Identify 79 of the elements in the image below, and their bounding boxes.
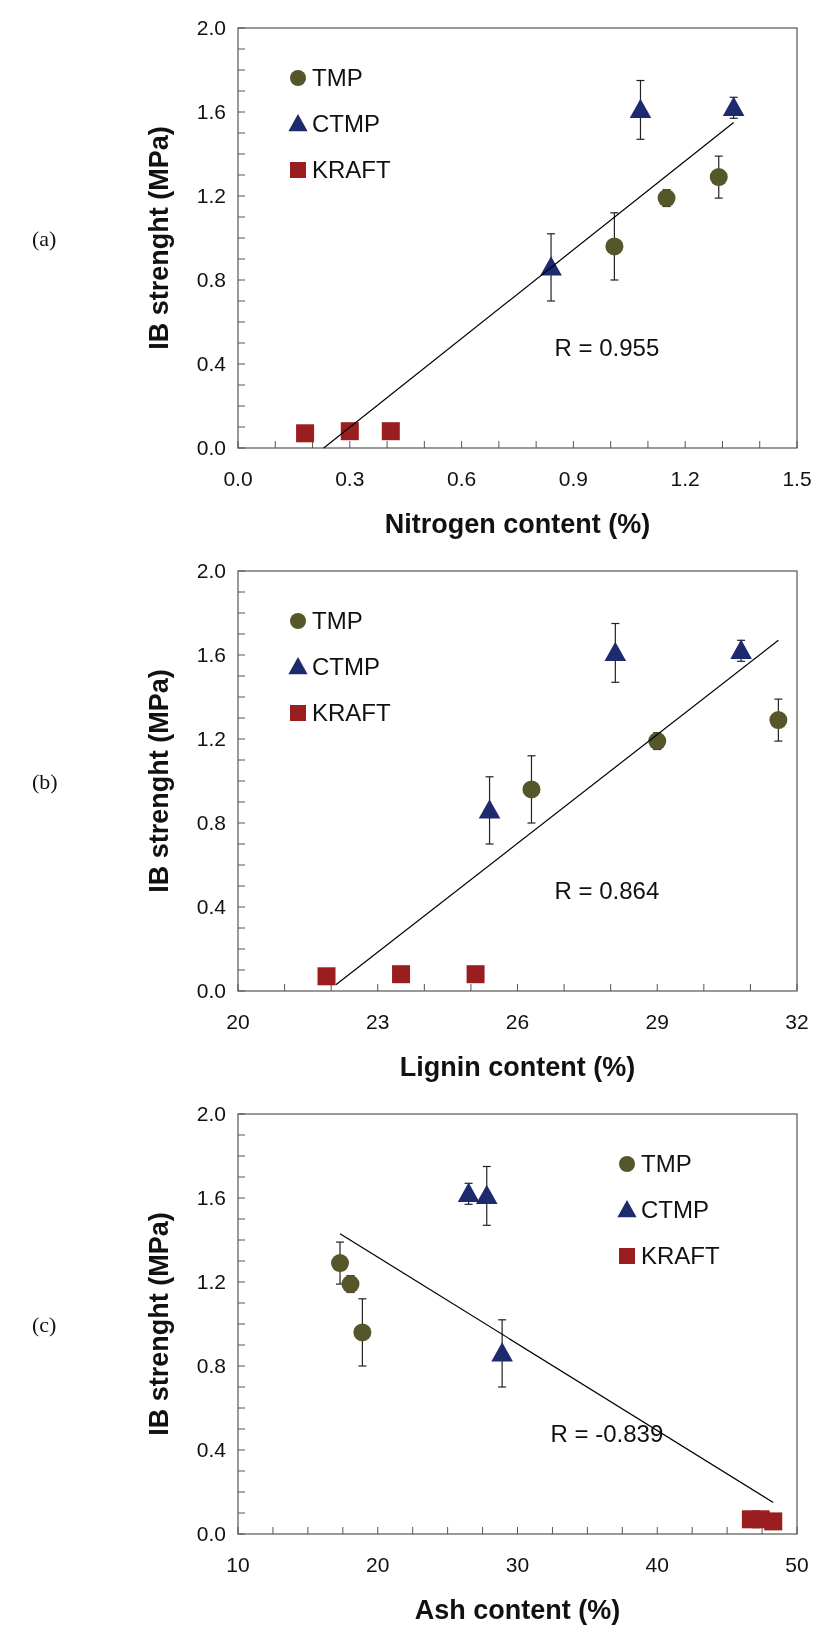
y-axis-title: IB strenght (MPa): [144, 1212, 174, 1436]
x-tick-label: 0.3: [335, 467, 365, 490]
legend-label: CTMP: [641, 1196, 709, 1224]
point: [392, 965, 411, 984]
y-tick-label: 1.6: [196, 1186, 226, 1210]
point: [604, 641, 627, 661]
y-tick-label: 1.2: [196, 1270, 226, 1294]
y-tick-label: 0.0: [196, 436, 226, 460]
x-tick-label: 0.6: [447, 467, 477, 490]
annotation: R = 0.955: [554, 333, 660, 361]
point: [341, 1275, 360, 1294]
x-tick-label: 20: [366, 1553, 390, 1576]
x-axis-title: Nitrogen content (%): [384, 509, 651, 539]
point: [730, 639, 752, 659]
y-tick-label: 0.0: [196, 979, 226, 1003]
point: [353, 1323, 372, 1342]
y-tick-label: 2.0: [196, 559, 226, 583]
x-tick-label: 40: [645, 1553, 669, 1576]
y-tick-label: 0.4: [196, 1438, 227, 1462]
x-tick-label: 10: [226, 1553, 250, 1576]
y-tick-label: 0.0: [196, 1522, 226, 1546]
y-tick-label: 1.6: [196, 643, 226, 667]
point: [629, 98, 652, 118]
point: [331, 1254, 350, 1273]
point: [769, 711, 788, 730]
point: [491, 1342, 513, 1362]
legend-label: TMP: [312, 607, 363, 635]
y-tick-label: 1.2: [196, 727, 226, 751]
x-tick-label: 26: [505, 1010, 530, 1033]
point: [722, 96, 745, 116]
point: [657, 189, 676, 208]
y-axis-title: IB strenght (MPa): [144, 126, 174, 350]
text: (a): [32, 225, 57, 251]
y-tick-label: 0.8: [196, 268, 226, 292]
point: [522, 780, 541, 799]
x-tick-label: 1.2: [670, 467, 700, 490]
annotation: R = 0.864: [554, 876, 660, 904]
x-axis-title: Ash content (%): [414, 1595, 621, 1625]
legend-label: CTMP: [312, 110, 380, 138]
legend-label: TMP: [312, 64, 363, 92]
point: [466, 965, 485, 984]
x-tick-label: 32: [785, 1010, 809, 1033]
point: [296, 424, 315, 443]
y-tick-label: 0.8: [196, 811, 226, 835]
y-tick-label: 1.6: [196, 100, 226, 124]
point: [457, 1182, 480, 1202]
point: [764, 1512, 783, 1531]
y-tick-label: 2.0: [196, 1102, 226, 1126]
point: [709, 168, 728, 187]
y-tick-label: 0.4: [196, 352, 227, 376]
y-tick-label: 1.2: [196, 184, 226, 208]
legend-label: TMP: [641, 1150, 692, 1178]
annotation: R = -0.839: [550, 1419, 664, 1447]
legend-label: KRAFT: [312, 699, 392, 727]
text: (b): [32, 768, 58, 794]
x-tick-label: 50: [785, 1553, 809, 1576]
point: [475, 1184, 498, 1204]
x-axis-title: Lignin content (%): [399, 1052, 636, 1082]
y-tick-label: 2.0: [196, 16, 226, 40]
point: [317, 967, 336, 986]
x-tick-label: 29: [645, 1010, 669, 1033]
text: (c): [32, 1311, 57, 1337]
x-tick-label: 0.9: [558, 467, 588, 490]
legend-label: KRAFT: [312, 156, 392, 184]
point: [381, 422, 400, 441]
x-tick-label: 0.0: [223, 467, 253, 490]
legend-label: CTMP: [312, 653, 380, 681]
y-tick-label: 0.4: [196, 895, 227, 919]
legend-label: KRAFT: [641, 1242, 721, 1270]
x-tick-label: 20: [226, 1010, 250, 1033]
point: [340, 422, 359, 441]
point: [605, 237, 624, 256]
point: [648, 732, 667, 751]
y-axis-title: IB strenght (MPa): [144, 669, 174, 893]
point: [478, 799, 501, 819]
y-tick-label: 0.8: [196, 1354, 226, 1378]
x-tick-label: 23: [366, 1010, 390, 1033]
x-tick-label: 1.5: [782, 467, 812, 490]
x-tick-label: 30: [505, 1553, 530, 1576]
